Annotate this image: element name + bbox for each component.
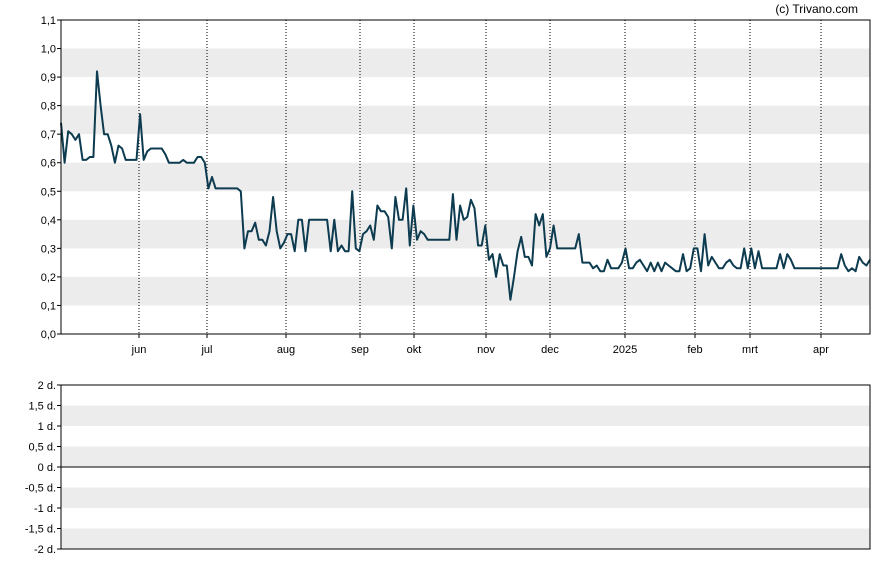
y-tick-label: -1,5 d.	[25, 524, 56, 536]
x-tick-label: feb	[687, 344, 702, 356]
y-tick-label: 0,8	[41, 101, 56, 113]
y-tick-label: 1,0	[41, 44, 56, 56]
grid-band	[61, 528, 870, 549]
y-tick-label: 1 d.	[38, 421, 56, 433]
grid-band	[61, 162, 870, 192]
x-tick-label: jul	[200, 344, 212, 356]
x-tick-label: mrt	[742, 344, 758, 356]
x-tick-label: apr	[813, 344, 829, 356]
price-panel: 0,0 0,1 0,2 0,3 0,4 0,5 0,6 0,7 0,8 0,9 1,0 1,1 jun…	[41, 15, 871, 356]
x-tick-label: jun	[131, 344, 147, 356]
x-tick-label: okt	[407, 344, 422, 356]
price-series-line	[60, 70, 871, 301]
bottom-plot-frame	[60, 384, 871, 550]
y-tick-label: 0,5	[41, 186, 56, 198]
y-tick-label: 0 d.	[38, 462, 56, 474]
y-tick-label: 0,4	[41, 215, 56, 227]
y-tick-label: -1 d.	[34, 503, 56, 515]
grid-band	[61, 487, 870, 508]
x-tick-label: nov	[477, 344, 495, 356]
grid-band	[61, 405, 870, 426]
price-vertical-gridlines	[138, 20, 822, 334]
y-tick-label: 1,1	[41, 15, 56, 27]
price-x-axis: jun jul aug sep okt nov dec 2025 feb mrt apr	[131, 334, 829, 356]
bottom-panel: 2 d. 1,5 d. 1 d. 0,5 d. 0 d. -0,5 d. -1 d. -1,5…	[25, 380, 871, 556]
x-tick-label: 2025	[613, 344, 637, 356]
bottom-grid-bands	[61, 405, 870, 549]
price-plot-frame	[60, 19, 871, 335]
y-tick-label: 0,1	[41, 300, 56, 312]
y-tick-label: 0,9	[41, 72, 56, 84]
y-tick-label: -0,5 d.	[25, 483, 56, 495]
x-tick-label: sep	[351, 344, 369, 356]
y-tick-label: 0,3	[41, 243, 56, 255]
grid-band	[61, 105, 870, 135]
x-tick-label: aug	[277, 344, 295, 356]
grid-band	[61, 276, 870, 306]
price-y-axis: 0,0 0,1 0,2 0,3 0,4 0,5 0,6 0,7 0,8 0,9 1,0 1,1	[41, 15, 61, 341]
grid-band	[61, 219, 870, 249]
y-tick-label: 0,7	[41, 129, 56, 141]
grid-band	[61, 446, 870, 467]
y-tick-label: 1,5 d.	[28, 401, 56, 413]
y-tick-label: 0,6	[41, 158, 56, 170]
bottom-y-axis: 2 d. 1,5 d. 1 d. 0,5 d. 0 d. -0,5 d. -1 d. -1,5…	[25, 380, 61, 556]
credit-text: (c) Trivano.com	[775, 2, 858, 16]
y-tick-label: -2 d.	[34, 544, 56, 556]
y-tick-label: 2 d.	[38, 380, 56, 392]
y-tick-label: 0,5 d.	[28, 442, 56, 454]
price-grid-bands	[61, 48, 870, 306]
grid-band	[61, 48, 870, 78]
y-tick-label: 0,0	[41, 329, 56, 341]
x-tick-label: dec	[541, 344, 559, 356]
y-tick-label: 0,2	[41, 272, 56, 284]
